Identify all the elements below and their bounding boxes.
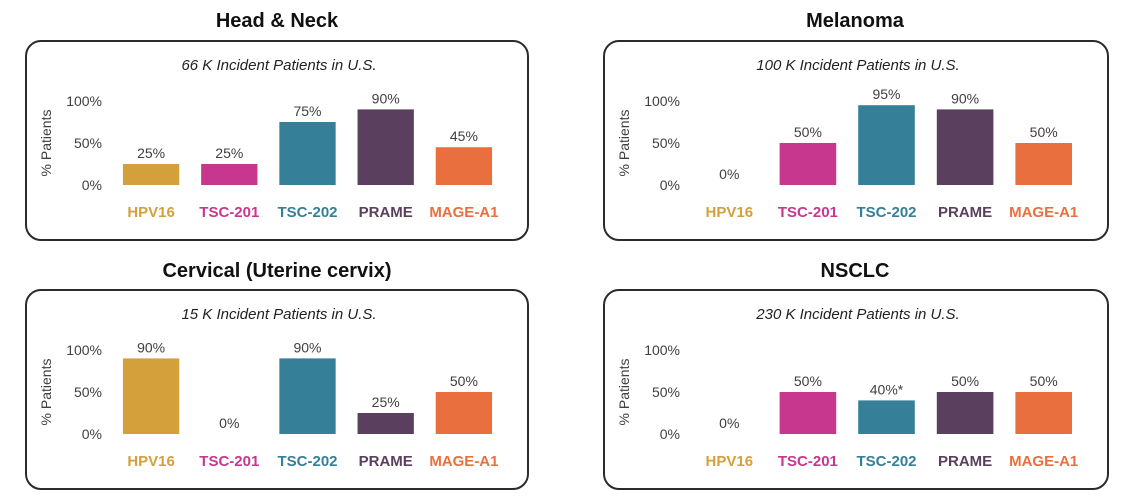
- bar-hpv16: [122, 358, 180, 434]
- data-label-prame: 90%: [372, 90, 400, 106]
- chart-subtitle: 15 K Incident Patients in U.S.: [181, 306, 376, 323]
- data-label-prame: 90%: [951, 90, 979, 106]
- panel-title-melanoma: Melanoma: [806, 10, 904, 32]
- category-label-hpv16: HPV16: [127, 453, 175, 470]
- data-label-tsc-202: 95%: [872, 86, 900, 102]
- category-label-hpv16: HPV16: [706, 453, 754, 470]
- bar-prame: [936, 392, 994, 434]
- bar-mage-a1: [435, 392, 493, 434]
- category-label-prame: PRAME: [938, 453, 992, 470]
- data-label-hpv16: 0%: [719, 415, 739, 431]
- y-tick-label: 100%: [644, 93, 680, 109]
- bar-tsc-202: [279, 122, 336, 185]
- chart-panel-cervical: 15 K Incident Patients in U.S. % Patients…: [25, 289, 529, 490]
- y-axis-label: % Patients: [38, 359, 54, 426]
- y-tick-label: 50%: [74, 135, 102, 151]
- chart-subtitle: 66 K Incident Patients in U.S.: [181, 57, 376, 74]
- bar-prame: [357, 109, 414, 185]
- chart-subtitle: 100 K Incident Patients in U.S.: [756, 57, 959, 74]
- category-label-prame: PRAME: [359, 453, 413, 470]
- data-label-hpv16: 0%: [719, 166, 739, 182]
- y-tick-label: 100%: [644, 342, 680, 358]
- y-tick-label: 50%: [74, 384, 102, 400]
- category-label-tsc-201: TSC-201: [199, 453, 259, 470]
- category-label-prame: PRAME: [938, 204, 992, 221]
- y-axis-label: % Patients: [38, 110, 54, 177]
- y-tick-label: 100%: [66, 342, 102, 358]
- y-tick-label: 50%: [652, 384, 680, 400]
- y-tick-label: 50%: [652, 135, 680, 151]
- chart-subtitle: 230 K Incident Patients in U.S.: [755, 306, 959, 323]
- bar-prame: [936, 109, 994, 185]
- bar-tsc-202: [858, 105, 915, 185]
- bar-tsc-202: [858, 400, 915, 434]
- y-axis-label: % Patients: [616, 359, 632, 426]
- data-label-tsc-201: 0%: [219, 415, 239, 431]
- data-label-tsc-201: 50%: [794, 124, 822, 140]
- bar-mage-a1: [435, 147, 493, 185]
- data-label-tsc-202: 90%: [293, 339, 321, 355]
- data-label-mage-a1: 50%: [450, 373, 478, 389]
- chart-panel-melanoma: 100 K Incident Patients in U.S. % Patient…: [603, 40, 1109, 241]
- category-label-tsc-202: TSC-202: [856, 453, 916, 470]
- bar-tsc-201: [779, 392, 837, 434]
- chart-head-neck: 66 K Incident Patients in U.S. % Patients…: [38, 57, 498, 221]
- chart-panel-nsclc: 230 K Incident Patients in U.S. % Patient…: [603, 289, 1109, 490]
- panel-title-nsclc: NSCLC: [820, 260, 890, 282]
- data-label-mage-a1: 50%: [1030, 124, 1058, 140]
- category-label-mage-a1: MAGE-A1: [1009, 204, 1078, 221]
- panel-title-cervical: Cervical (Uterine cervix): [162, 260, 392, 282]
- y-tick-label: 100%: [66, 93, 102, 109]
- data-label-tsc-202: 75%: [293, 103, 321, 119]
- bar-mage-a1: [1015, 392, 1072, 434]
- chart-melanoma: 100 K Incident Patients in U.S. % Patient…: [616, 57, 1078, 221]
- bar-tsc-201: [779, 143, 837, 185]
- bar-hpv16: [122, 164, 180, 185]
- category-label-tsc-201: TSC-201: [199, 204, 259, 221]
- category-label-mage-a1: MAGE-A1: [429, 453, 498, 470]
- category-label-tsc-201: TSC-201: [778, 453, 838, 470]
- bar-tsc-202: [279, 358, 336, 434]
- chart-nsclc: 230 K Incident Patients in U.S. % Patient…: [616, 306, 1078, 470]
- y-tick-label: 0%: [660, 426, 680, 442]
- data-label-hpv16: 90%: [137, 339, 165, 355]
- data-label-tsc-201: 25%: [215, 145, 243, 161]
- chart-panel-head-neck: 66 K Incident Patients in U.S. % Patients…: [25, 40, 529, 241]
- data-label-prame: 50%: [951, 373, 979, 389]
- data-label-hpv16: 25%: [137, 145, 165, 161]
- bar-prame: [357, 413, 414, 434]
- category-label-tsc-202: TSC-202: [277, 453, 337, 470]
- category-label-mage-a1: MAGE-A1: [429, 204, 498, 221]
- y-axis-label: % Patients: [616, 110, 632, 177]
- category-label-tsc-201: TSC-201: [778, 204, 838, 221]
- data-label-tsc-202: 40%*: [870, 381, 904, 397]
- panel-title-head-neck: Head & Neck: [215, 10, 339, 32]
- category-label-tsc-202: TSC-202: [856, 204, 916, 221]
- category-label-tsc-202: TSC-202: [277, 204, 337, 221]
- category-label-prame: PRAME: [359, 204, 413, 221]
- bar-tsc-201: [201, 164, 258, 185]
- y-tick-label: 0%: [82, 426, 102, 442]
- category-label-mage-a1: MAGE-A1: [1009, 453, 1078, 470]
- bar-mage-a1: [1015, 143, 1072, 185]
- y-tick-label: 0%: [660, 177, 680, 193]
- category-label-hpv16: HPV16: [706, 204, 754, 221]
- y-tick-label: 0%: [82, 177, 102, 193]
- data-label-mage-a1: 45%: [450, 128, 478, 144]
- category-label-hpv16: HPV16: [127, 204, 175, 221]
- chart-cervical: 15 K Incident Patients in U.S. % Patients…: [38, 306, 498, 470]
- data-label-tsc-201: 50%: [794, 373, 822, 389]
- data-label-prame: 25%: [372, 394, 400, 410]
- data-label-mage-a1: 50%: [1030, 373, 1058, 389]
